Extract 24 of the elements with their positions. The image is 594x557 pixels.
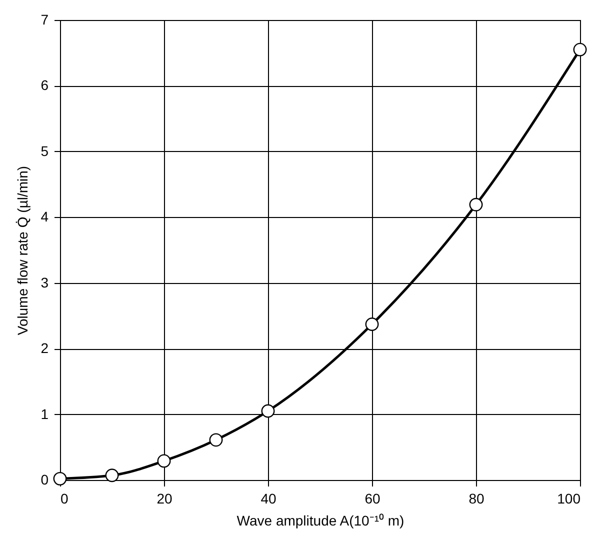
x-tick-label: 60 <box>364 490 380 506</box>
y-tick-label: 2 <box>40 340 49 356</box>
x-tick-label: 40 <box>260 490 276 506</box>
point <box>365 318 379 331</box>
y-tick-label: 3 <box>40 274 49 290</box>
y-tick-label: 4 <box>40 208 49 225</box>
point <box>209 433 223 447</box>
y-tick-label: 5 <box>40 142 49 159</box>
x-tick-label: 0 <box>60 490 68 506</box>
x-axis-title: Wave amplitude A(10⁻¹⁰ m) <box>236 512 404 528</box>
y-axis-title: Volume flow rate Q̇ (µl/min) <box>14 166 31 336</box>
point <box>157 454 171 468</box>
point <box>53 472 67 486</box>
y-tick-label: 6 <box>40 77 49 94</box>
x-tick-label: 20 <box>156 490 172 506</box>
point <box>469 198 483 212</box>
y-tick-label: 7 <box>40 12 49 28</box>
point <box>261 404 275 418</box>
x-tick-label: 100 <box>557 490 581 506</box>
point <box>105 468 119 482</box>
x-tick-label: 80 <box>468 490 484 506</box>
y-tick-label: 1 <box>40 406 49 422</box>
point <box>573 42 587 56</box>
y-tick-label: 0 <box>40 472 49 488</box>
